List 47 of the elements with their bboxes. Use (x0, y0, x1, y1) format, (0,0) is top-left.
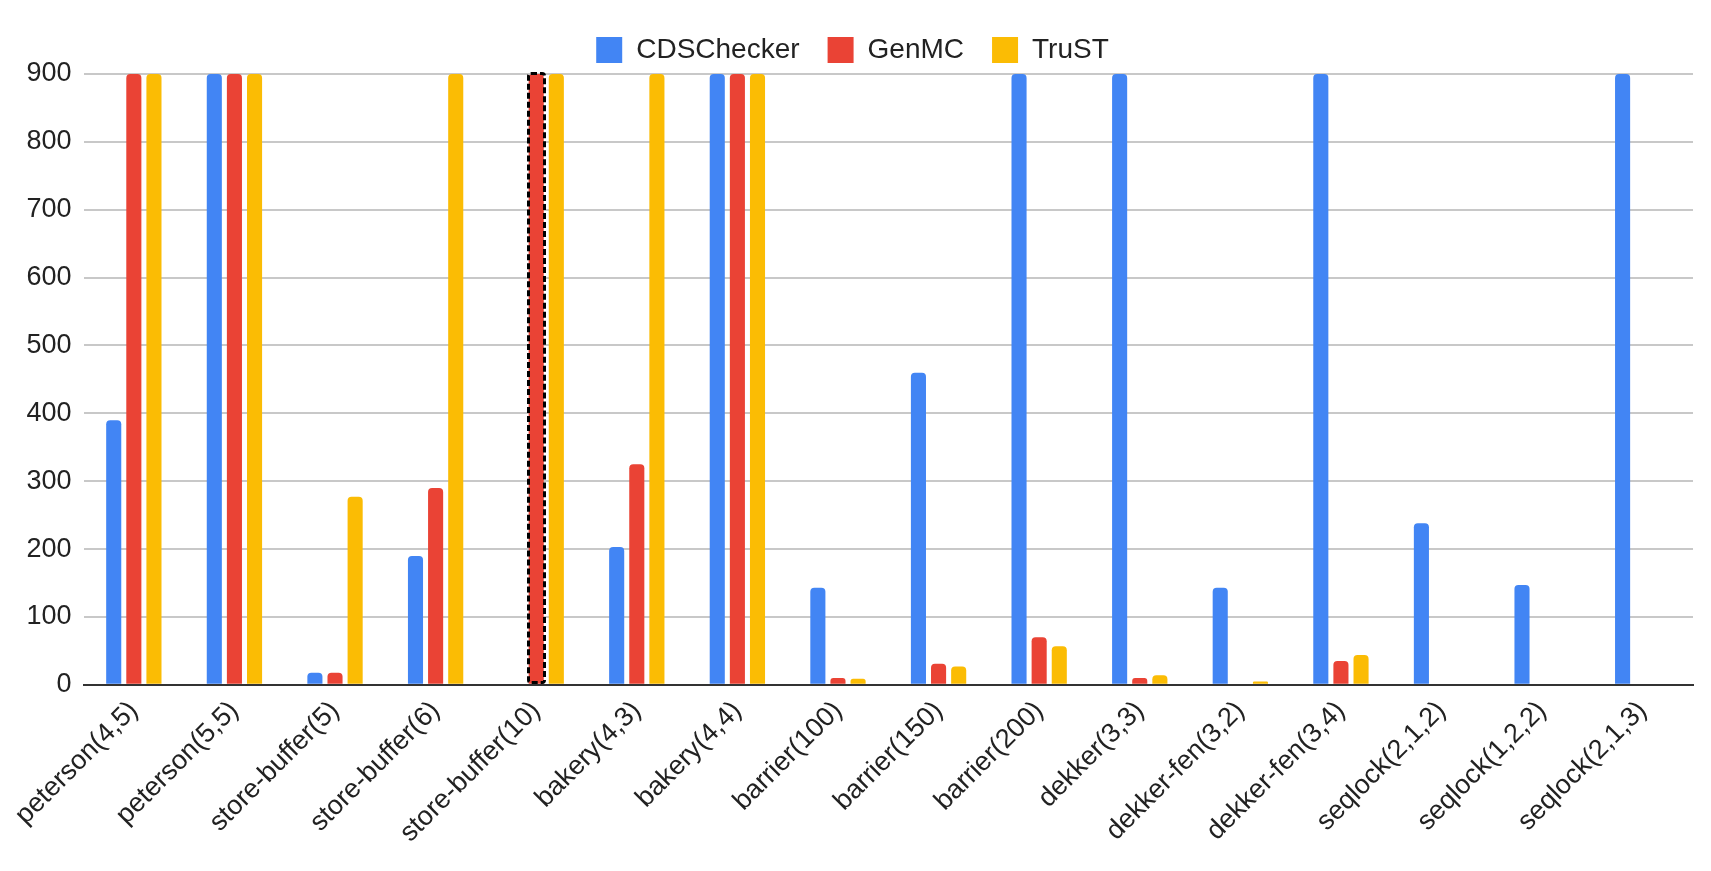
y-tick-label: 200 (26, 532, 72, 563)
bar (951, 666, 967, 684)
bar (1615, 74, 1631, 684)
bar (1514, 585, 1530, 684)
legend-label: GenMC (867, 32, 965, 64)
bar (206, 74, 222, 684)
y-tick-label: 600 (26, 261, 72, 292)
bar (448, 74, 464, 684)
bar (810, 587, 826, 684)
y-tick-label: 900 (26, 57, 72, 88)
bar (1353, 655, 1369, 684)
y-tick-label: 300 (26, 464, 72, 495)
bar (1051, 646, 1067, 684)
y-tick-label: 400 (26, 396, 72, 427)
bar (126, 74, 142, 684)
bar (327, 672, 343, 684)
bar (428, 488, 444, 684)
bar (106, 420, 122, 684)
bar (749, 74, 766, 684)
bar (1031, 637, 1047, 684)
bar (729, 74, 745, 684)
bar (649, 74, 665, 684)
bar (247, 74, 263, 684)
legend-label: TruST (1032, 32, 1109, 64)
y-tick-label: 0 (56, 668, 72, 699)
bar (146, 74, 162, 684)
bar (307, 672, 323, 684)
bar (1313, 74, 1329, 684)
y-tick-label: 100 (26, 600, 72, 631)
bar (910, 372, 926, 684)
bar (609, 547, 625, 684)
bar (1112, 74, 1128, 684)
bar (1212, 587, 1228, 684)
bar (629, 464, 645, 684)
bar (347, 496, 363, 684)
bar (1333, 661, 1349, 684)
bar (709, 74, 725, 684)
bar (226, 74, 242, 684)
bar (1011, 74, 1027, 684)
y-tick-label: 700 (26, 193, 72, 224)
bar (931, 663, 947, 684)
bar (407, 555, 424, 684)
legend-label: CDSChecker (636, 32, 800, 64)
bar (1413, 523, 1429, 684)
bar (548, 74, 564, 684)
y-tick-label: 500 (26, 328, 72, 359)
y-tick-label: 800 (26, 125, 72, 156)
